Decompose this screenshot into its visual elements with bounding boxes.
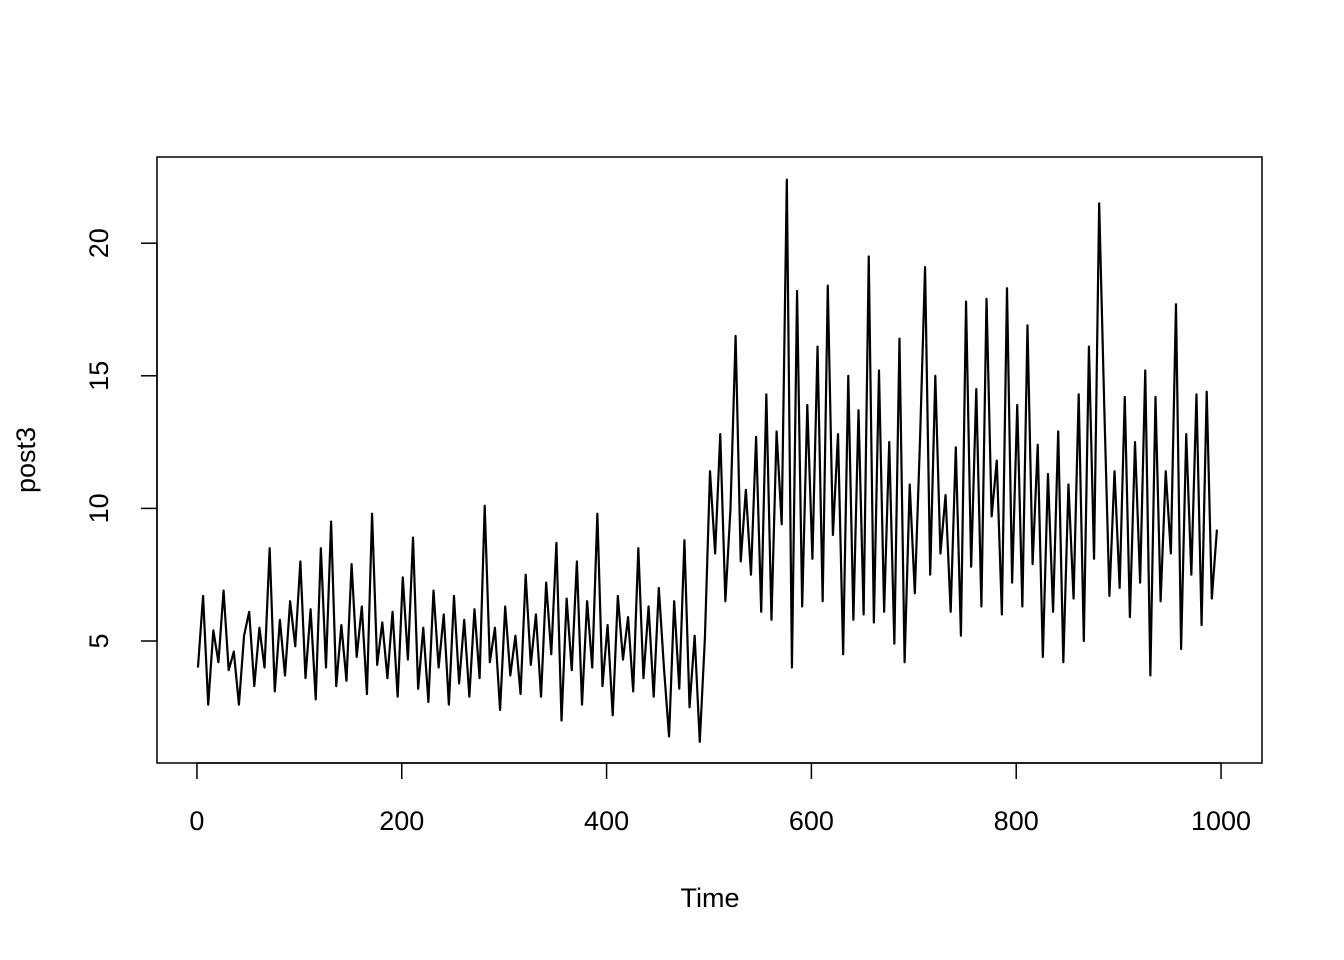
x-tick-label: 1000 — [1191, 806, 1251, 836]
y-tick-label: 5 — [84, 633, 114, 648]
y-axis-label: post3 — [11, 427, 41, 493]
x-tick-label: 0 — [189, 806, 204, 836]
x-tick-label: 800 — [994, 806, 1039, 836]
x-tick-label: 200 — [379, 806, 424, 836]
x-axis-label: Time — [681, 883, 740, 913]
x-tick-label: 400 — [584, 806, 629, 836]
y-tick-label: 15 — [84, 361, 114, 391]
x-tick-label: 600 — [789, 806, 834, 836]
y-tick-label: 10 — [84, 493, 114, 523]
series-line — [196, 178, 1219, 743]
y-tick-label: 20 — [84, 228, 114, 258]
